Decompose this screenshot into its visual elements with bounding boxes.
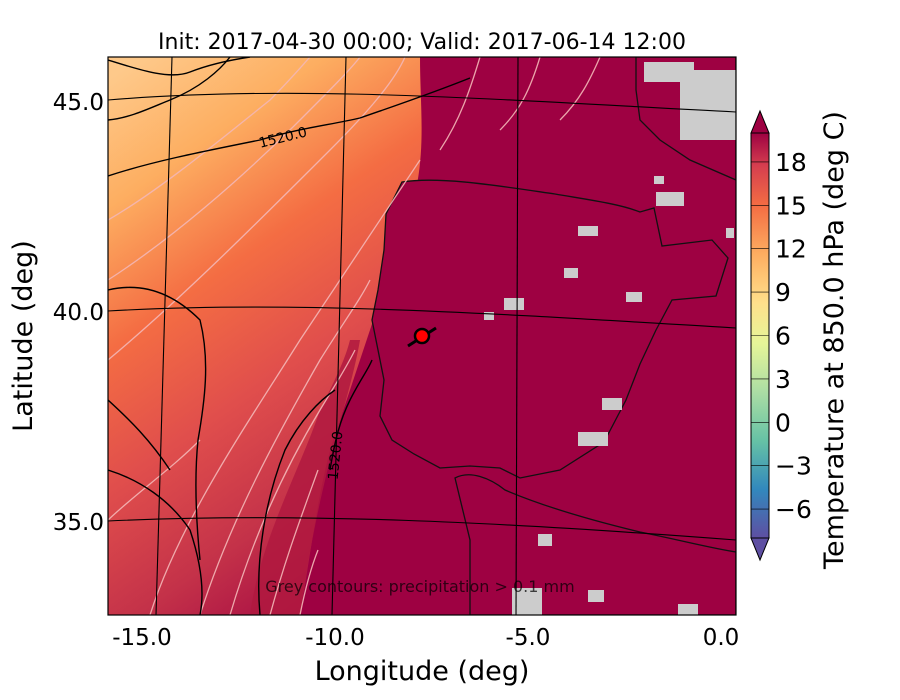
colorbar-tick-label: −3: [775, 452, 812, 481]
x-tick-label: 0.0: [703, 625, 740, 651]
temperature-isolines: [108, 57, 601, 615]
geopotential-contours: [108, 57, 471, 615]
x-tick-label: -5.0: [506, 625, 551, 651]
x-axis: -15.0 -10.0 -5.0 0.0 Longitude (deg): [112, 625, 739, 687]
plot-frame: [107, 56, 737, 616]
colorbar-bottom-arrow: [750, 537, 770, 562]
map-plot-area: [108, 57, 736, 615]
north-africa-land: [454, 474, 736, 615]
x-tick-label: -10.0: [305, 625, 365, 651]
x-tick-label: -15.0: [112, 625, 172, 651]
y-tick-label: 45.0: [53, 90, 104, 116]
marker-dot: [413, 327, 431, 345]
x-axis-label: Longitude (deg): [315, 656, 530, 687]
colorbar: −6 −3 0 3 6 9 12 15 18 Temperature at 850.0 hPa …: [750, 109, 850, 570]
location-marker: [407, 326, 437, 348]
colorbar-tick-label: 18: [775, 148, 807, 177]
sea-warm-tongue: [250, 340, 360, 615]
colorbar-tick-label: 15: [775, 191, 807, 220]
precipitation-annotation: Grey contours: precipitation > 0.1 mm: [265, 577, 574, 596]
precipitation-patches: [484, 62, 736, 615]
iberia-land: [371, 179, 729, 479]
colorbar-tick-label: 12: [775, 235, 807, 264]
colorbar-tick-label: 3: [775, 365, 791, 394]
map-title: Init: 2017-04-30 00:00; Valid: 2017-06-1…: [158, 30, 686, 55]
graticule: [108, 57, 736, 615]
colorbar-top-arrow: [750, 109, 770, 134]
y-axis: 45.0 40.0 35.0 Latitude (deg): [8, 90, 104, 536]
contour-label-south: 1520.0: [326, 430, 347, 480]
y-tick-label: 35.0: [53, 510, 104, 536]
colorbar-ticks: −6 −3 0 3 6 9 12 15 18: [751, 148, 812, 524]
colorbar-tick-label: 0: [775, 408, 791, 437]
colorbar-tick-label: −6: [775, 495, 812, 524]
colorbar-label: Temperature at 850.0 hPa (deg C): [819, 111, 850, 570]
colorbar-tick-label: 6: [775, 322, 791, 351]
y-axis-label: Latitude (deg): [8, 240, 39, 432]
y-tick-label: 40.0: [53, 300, 104, 326]
colorbar-tick-label: 9: [775, 278, 791, 307]
